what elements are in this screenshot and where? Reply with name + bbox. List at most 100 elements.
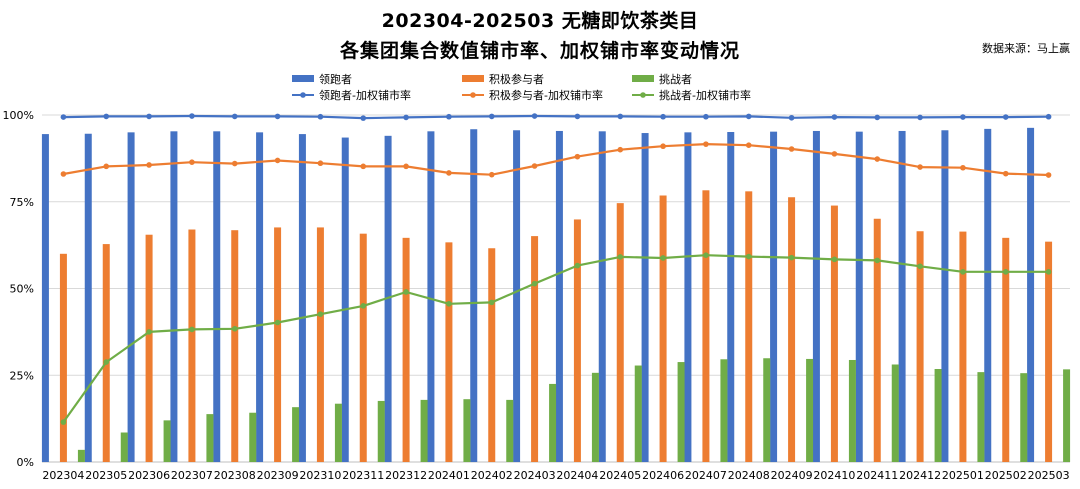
line-point-1 bbox=[146, 113, 152, 120]
bar-2 bbox=[402, 237, 410, 462]
series-line-3 bbox=[62, 254, 1049, 423]
bar-2 bbox=[488, 248, 496, 462]
bar-2 bbox=[573, 219, 581, 462]
line-point-2 bbox=[446, 170, 452, 176]
bar-2 bbox=[145, 234, 153, 462]
bar-1 bbox=[170, 131, 178, 462]
bar-1 bbox=[513, 130, 521, 462]
bar-1 bbox=[84, 133, 92, 462]
line-point-1 bbox=[231, 113, 238, 120]
bar-2 bbox=[231, 230, 239, 462]
x-tick-label: 202410 bbox=[813, 469, 855, 482]
line-point-1 bbox=[1045, 113, 1052, 120]
bar-3 bbox=[249, 412, 257, 462]
bar-3 bbox=[977, 372, 985, 462]
line-point-2 bbox=[703, 141, 709, 147]
x-tick-label: 202305 bbox=[85, 469, 127, 482]
bar-3 bbox=[334, 403, 342, 462]
bar-1 bbox=[941, 130, 949, 462]
y-tick-label: 0% bbox=[17, 456, 34, 469]
legend-swatch bbox=[292, 75, 314, 82]
bar-1 bbox=[812, 130, 820, 462]
bar-3 bbox=[1063, 369, 1071, 462]
x-tick-label: 202310 bbox=[299, 469, 341, 482]
bar-3 bbox=[720, 359, 728, 462]
line-point-3 bbox=[831, 256, 838, 263]
bar-1 bbox=[298, 134, 306, 462]
line-point-2 bbox=[488, 171, 495, 178]
line-point-3 bbox=[574, 262, 581, 269]
bar-1 bbox=[127, 132, 135, 462]
line-point-3 bbox=[60, 419, 67, 425]
bar-2 bbox=[359, 233, 367, 462]
line-point-2 bbox=[745, 142, 752, 148]
line-point-2 bbox=[189, 159, 195, 165]
line-point-3 bbox=[703, 252, 709, 258]
line-point-2 bbox=[60, 171, 67, 177]
x-tick-label: 202411 bbox=[856, 469, 898, 482]
bar-1 bbox=[555, 130, 563, 462]
bar-3 bbox=[377, 400, 385, 462]
line-point-1 bbox=[360, 115, 367, 121]
bar-1 bbox=[770, 131, 778, 462]
bar-2 bbox=[274, 227, 282, 462]
legend-swatch bbox=[462, 75, 484, 82]
line-point-1 bbox=[1002, 114, 1009, 120]
line-point-1 bbox=[60, 114, 67, 120]
line-point-1 bbox=[446, 113, 452, 120]
line-point-3 bbox=[531, 280, 538, 287]
line-point-3 bbox=[360, 303, 367, 309]
y-tick-label: 75% bbox=[10, 196, 34, 209]
line-point-3 bbox=[660, 255, 666, 261]
line-point-1 bbox=[103, 113, 110, 120]
bar-1 bbox=[898, 130, 906, 462]
line-point-3 bbox=[488, 299, 495, 306]
legend-marker bbox=[300, 92, 306, 98]
chart-subtitle: 各集团集合数值铺市率、加权铺市率变动情况 bbox=[339, 40, 740, 62]
line-point-1 bbox=[874, 114, 881, 121]
bar-2 bbox=[1002, 237, 1010, 462]
chart-title: 202304-202503 无糖即饮茶类目 bbox=[381, 10, 699, 32]
y-tick-label: 50% bbox=[10, 283, 34, 296]
x-tick-label: 202405 bbox=[599, 469, 641, 482]
x-tick-label: 202304 bbox=[42, 469, 84, 482]
bar-1 bbox=[341, 137, 349, 462]
bar-3 bbox=[163, 420, 171, 462]
legend-label: 挑战者 bbox=[659, 72, 692, 86]
line-point-2 bbox=[103, 163, 110, 170]
x-tick-label: 202402 bbox=[471, 469, 513, 482]
line-point-3 bbox=[103, 359, 110, 365]
bar-2 bbox=[445, 242, 453, 462]
bar-1 bbox=[41, 134, 49, 462]
bar-3 bbox=[1020, 373, 1028, 462]
bar-2 bbox=[531, 236, 539, 462]
line-point-2 bbox=[403, 163, 409, 170]
x-tick-label: 202401 bbox=[428, 469, 470, 482]
line-point-3 bbox=[403, 289, 409, 295]
line-point-2 bbox=[1002, 170, 1009, 177]
x-tick-label: 202406 bbox=[642, 469, 684, 482]
bar-3 bbox=[420, 399, 428, 462]
line-point-2 bbox=[146, 162, 152, 168]
line-point-1 bbox=[488, 113, 495, 120]
data-source-note: 数据来源：马上赢 bbox=[982, 42, 1070, 55]
legend-label: 挑战者-加权铺市率 bbox=[659, 88, 751, 102]
legend-label: 积极参与者-加权铺市率 bbox=[489, 88, 603, 102]
line-point-1 bbox=[274, 113, 281, 120]
line-point-3 bbox=[617, 254, 624, 260]
line-point-3 bbox=[960, 269, 966, 275]
line-point-2 bbox=[574, 153, 581, 160]
line-point-1 bbox=[831, 114, 838, 120]
line-point-2 bbox=[360, 163, 367, 170]
bar-1 bbox=[1027, 127, 1035, 463]
bar-2 bbox=[788, 197, 796, 462]
bar-3 bbox=[634, 365, 642, 462]
line-point-1 bbox=[745, 113, 752, 120]
bar-3 bbox=[891, 364, 899, 462]
bar-3 bbox=[77, 449, 85, 462]
bar-3 bbox=[463, 399, 471, 462]
line-point-1 bbox=[960, 114, 966, 120]
bar-2 bbox=[59, 253, 67, 462]
line-point-1 bbox=[317, 113, 324, 120]
